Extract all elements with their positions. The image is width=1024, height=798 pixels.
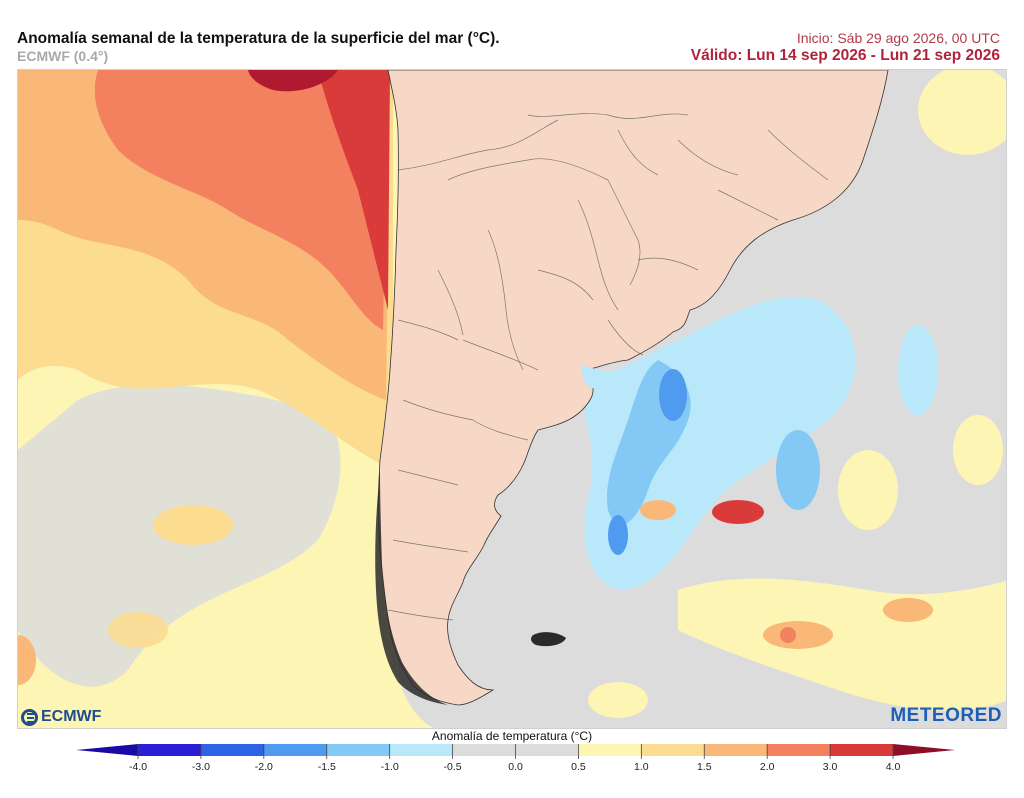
colorbar-tick-label: 2.0 bbox=[760, 761, 775, 773]
south-america-land bbox=[378, 70, 889, 706]
pacific-dark-red-core bbox=[248, 70, 338, 92]
colorbar-segment bbox=[326, 744, 391, 756]
colorbar-segment bbox=[200, 744, 265, 756]
atlantic-mid-blue-core-2 bbox=[608, 515, 628, 555]
colorbar-tick-label: 0.0 bbox=[508, 761, 523, 773]
colorbar-segment bbox=[452, 744, 516, 756]
colorbar-tick-label: -1.0 bbox=[381, 761, 399, 773]
atlantic-yellow-mid bbox=[838, 450, 898, 530]
atlantic-yellow-east bbox=[953, 415, 1003, 485]
atlantic-orange-patch bbox=[640, 500, 676, 520]
colorbar-tick-label: 3.0 bbox=[823, 761, 838, 773]
colorbar-segment bbox=[767, 744, 831, 756]
atlantic-yellow-blob bbox=[588, 682, 648, 718]
colorbar-tick-label: -0.5 bbox=[444, 761, 462, 773]
pacific-red-orange-zone bbox=[94, 70, 389, 330]
falkland-islands bbox=[531, 632, 566, 647]
colorbar-segment bbox=[578, 744, 642, 756]
model-subtitle: ECMWF (0.4°) bbox=[17, 48, 109, 64]
atlantic-blue-patch-2 bbox=[898, 325, 938, 415]
colorbar-high-end bbox=[893, 744, 955, 756]
pacific-orange-blob bbox=[18, 635, 36, 685]
pacific-yellow-blob bbox=[153, 505, 233, 545]
ecmwf-logo-icon bbox=[21, 708, 38, 726]
map-title: Anomalía semanal de la temperatura de la… bbox=[17, 30, 500, 47]
colorbar-tick-label: 1.0 bbox=[634, 761, 649, 773]
colorbar-segment bbox=[389, 744, 454, 756]
country-borders bbox=[387, 113, 829, 621]
colorbar-segment bbox=[515, 744, 579, 756]
colorbar-segment bbox=[138, 744, 202, 756]
valid-range: Válido: Lun 14 sep 2026 - Lun 21 sep 202… bbox=[690, 47, 1000, 64]
atlantic-orange-south-2 bbox=[883, 598, 933, 622]
atlantic-orange-south bbox=[763, 621, 833, 649]
colorbar-segment bbox=[704, 744, 768, 756]
colorbar-tick-label: 0.5 bbox=[571, 761, 586, 773]
atlantic-mid-blue-core bbox=[659, 369, 687, 421]
init-time: Inicio: Sáb 29 ago 2026, 00 UTC bbox=[796, 30, 1000, 46]
sst-anomaly-map: ECMWF METEORED bbox=[17, 69, 1007, 729]
colorbar-tick-label: 1.5 bbox=[697, 761, 712, 773]
meteored-logo: METEORED bbox=[890, 705, 1002, 726]
colorbar-tick-label: -2.0 bbox=[255, 761, 273, 773]
atlantic-yellow-ne bbox=[918, 70, 1006, 155]
colorbar-tick-label: -1.5 bbox=[318, 761, 336, 773]
southern-tip-yellow bbox=[318, 490, 434, 728]
colorbar-segment bbox=[830, 744, 894, 756]
colorbar-segment bbox=[641, 744, 705, 756]
colorbar-tick-label: 4.0 bbox=[886, 761, 901, 773]
atlantic-blue-patch bbox=[776, 430, 820, 510]
colorbar-tick-label: -3.0 bbox=[192, 761, 210, 773]
colorbar-tick-label: -4.0 bbox=[129, 761, 147, 773]
map-canvas bbox=[18, 70, 1006, 728]
colorbar-low-end bbox=[76, 744, 138, 756]
atlantic-red-south bbox=[780, 627, 796, 643]
ecmwf-logo-text: ECMWF bbox=[41, 708, 102, 725]
colorbar: -4.0 -3.0 -2.0 -1.5 -1.0 -0.5 0.0 0.5 1.0 1.5 2.0 3… bbox=[76, 744, 955, 773]
pacific-yellow-blob-2 bbox=[108, 612, 168, 648]
chile-coast-red-band bbox=[318, 70, 390, 310]
atlantic-red-spot bbox=[712, 500, 764, 524]
ecmwf-logo-badge: ECMWF bbox=[21, 708, 101, 726]
colorbar-label: Anomalía de temperatura (°C) bbox=[431, 729, 593, 743]
rio-de-la-plata bbox=[581, 365, 623, 389]
chile-fjords bbox=[375, 470, 448, 705]
colorbar-segment bbox=[263, 744, 328, 756]
